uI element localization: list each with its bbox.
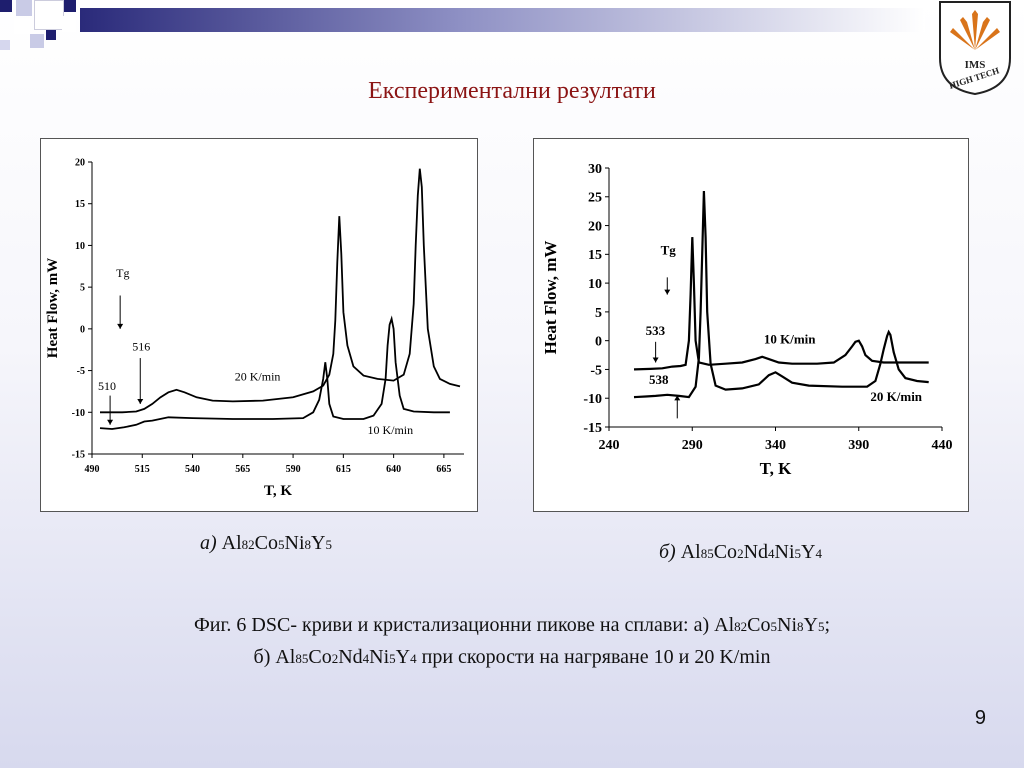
y-tick-label: -15 [583,421,602,436]
y-tick-label: 0 [595,335,602,350]
x-tick-label: 540 [185,464,200,475]
y-tick-label: 15 [588,248,602,263]
annotation-label: Tg [116,266,129,280]
ims-logo: IMS HIGH TECH [934,0,1016,101]
series-line-10-k-min [99,315,450,430]
page-number: 9 [974,707,986,729]
logo-text-ims: IMS [965,59,986,71]
x-tick-label: 490 [85,464,100,475]
annotation-label: Tg [661,242,677,257]
x-tick-label: 390 [848,438,869,453]
series-line-20-k-min [633,190,929,399]
y-tick-label: -15 [72,450,85,461]
x-tick-label: 590 [286,464,301,475]
figure-caption-line2: б) Al85Co2Nd4Ni5Y4 при скорости на нагря… [253,646,771,668]
annotation-label: 516 [132,340,150,354]
figure-caption-line1: Фиг. 6 DSC- криви и кристализационни пик… [193,614,831,636]
caption-formula: Al85Co2Nd4Ni5Y4 [680,541,822,563]
x-tick-label: 290 [682,438,703,453]
annotation-label: 10 K/min [764,332,816,347]
x-tick-label: 340 [765,438,786,453]
caption-b: б) Al85Co2Nd4Ni5Y4 [659,541,822,564]
annotation-label: 510 [98,379,116,393]
y-tick-label: 30 [588,162,602,177]
x-axis-label: T, K [264,483,292,499]
x-tick-label: 615 [336,464,351,475]
caption-a: а) Al82Co5Ni8Y5 [200,532,332,555]
y-tick-label: 15 [75,199,85,210]
slide-title: Експериментални резултати [368,78,656,104]
x-tick-label: 515 [135,464,150,475]
annotation-label: 20 K/min [235,370,281,384]
x-tick-label: 665 [436,464,451,475]
arrow-head [117,323,124,329]
chart-b: 30 25 20 15 10 5 0 -5 -10 -15 240 290 340 390 440 T, K H… [541,162,953,478]
y-tick-label: 5 [595,306,602,321]
arrow-head [107,419,114,425]
figure-caption-text: Фиг. 6 DSC- криви и кристализационни пик… [193,614,710,636]
annotation-label: 538 [649,372,669,387]
x-axis-label: T, K [760,459,793,478]
caption-prefix: а) [200,532,217,554]
header-gradient-bar [80,8,925,32]
arrow-head [652,357,659,363]
annotation-label: 533 [646,323,666,338]
x-tick-label: 440 [932,438,953,453]
y-tick-label: 20 [588,219,602,234]
figure-caption-text: при скорости на нагряване 10 и 20 K/min [421,646,771,668]
caption-formula: Al82Co5Ni8Y5 [221,532,332,554]
figure-caption: Фиг. 6 DSC- криви и кристализационни пик… [60,610,964,674]
x-tick-label: 565 [235,464,250,475]
y-tick-label: 10 [75,241,85,252]
y-axis-label: Heat Flow, mW [45,258,61,358]
y-tick-label: 5 [80,283,85,294]
x-tick-label: 640 [386,464,401,475]
chart-a-panel: 20 15 10 5 0 -5 -10 -15 490 515 540 565 590 615 640 665… [40,138,478,512]
y-tick-label: -5 [590,363,602,378]
arrow-head [137,398,144,404]
y-tick-label: -10 [72,408,85,419]
y-tick-label: 10 [588,277,602,292]
arrow-head [674,395,681,401]
y-tick-label: 20 [75,158,85,169]
series-line-20-k-min [100,168,461,414]
caption-prefix: б) [659,541,676,563]
y-tick-label: -5 [77,366,85,377]
y-axis-label: Heat Flow, mW [541,241,560,355]
y-tick-label: -10 [583,392,602,407]
annotation-label: 10 K/min [367,423,413,437]
chart-b-panel: 30 25 20 15 10 5 0 -5 -10 -15 240 290 340 390 440 T, K H… [533,138,969,512]
annotation-label: 20 K/min [870,389,922,404]
x-tick-label: 240 [599,438,620,453]
series-line-10-k-min [633,237,929,371]
arrow-head [664,289,671,295]
y-tick-label: 0 [80,324,85,335]
y-tick-label: 25 [588,191,602,206]
